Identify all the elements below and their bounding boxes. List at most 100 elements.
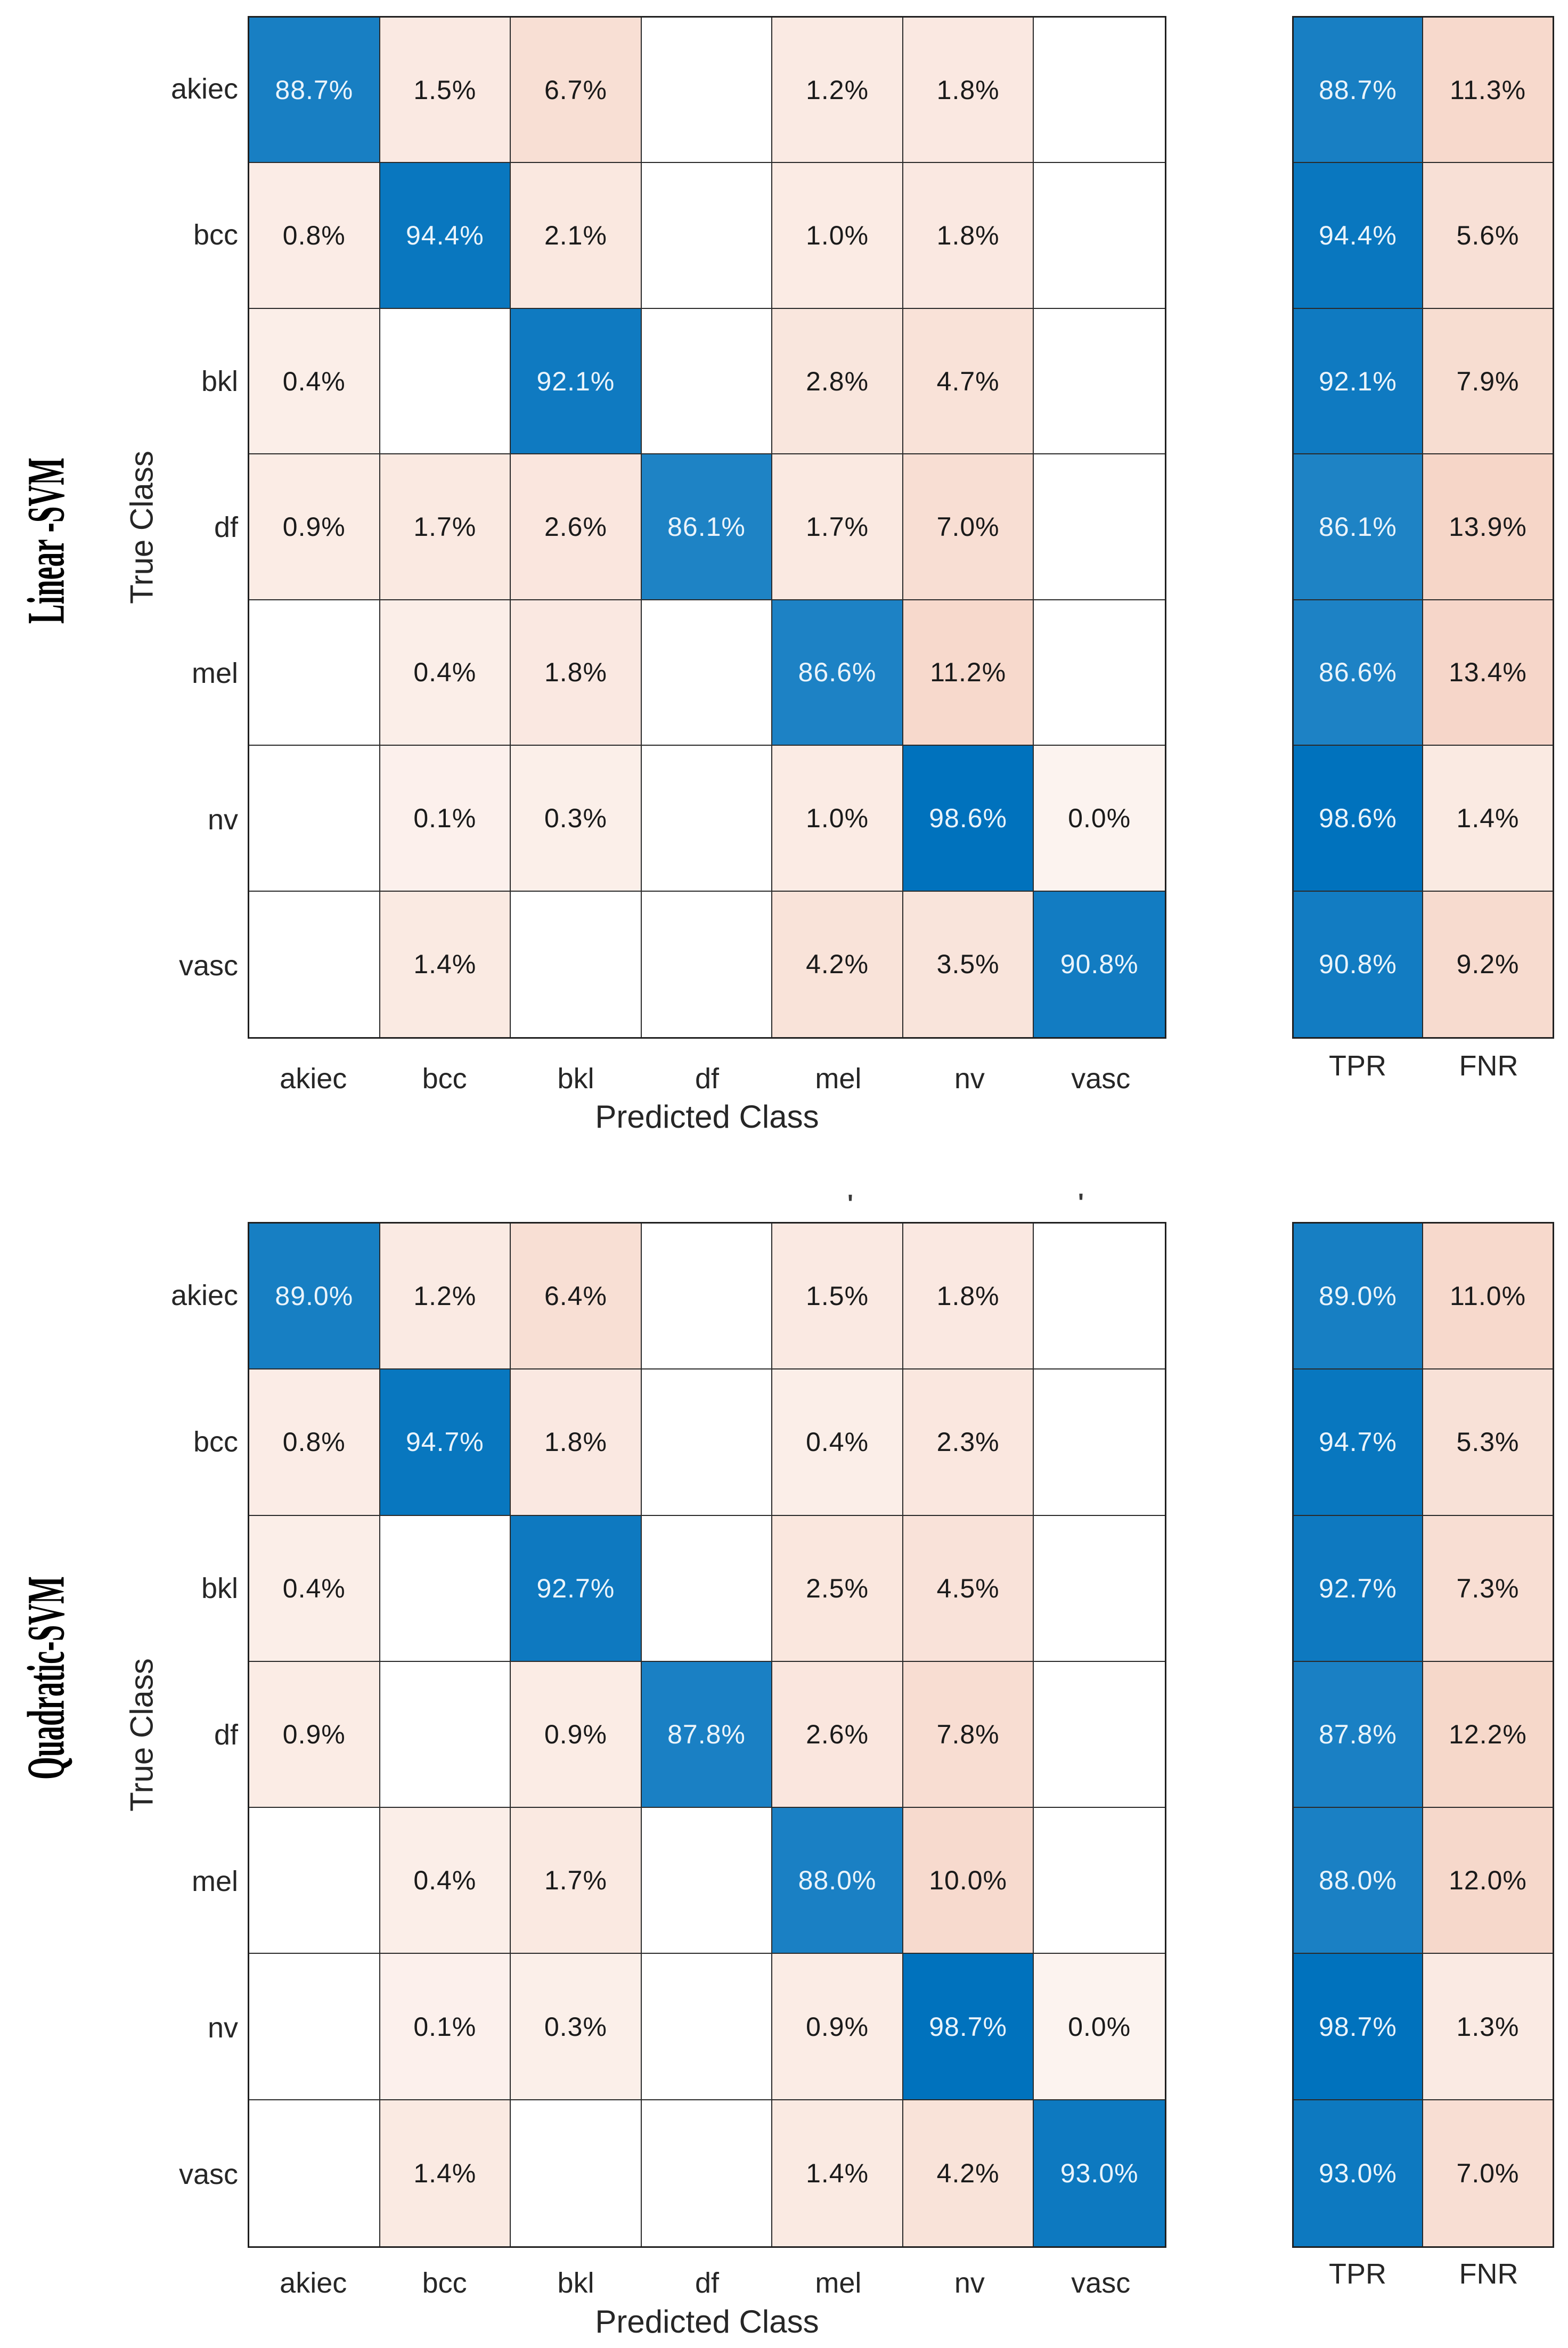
column-tick-label: akiec: [280, 1063, 347, 1095]
matrix-cell: 1.8%: [903, 18, 1034, 164]
matrix-cell: [1034, 1661, 1165, 1808]
matrix-cell: 7.8%: [903, 1661, 1034, 1808]
column-tick-label: bcc: [422, 2267, 467, 2299]
column-tick-label: nv: [954, 2267, 985, 2299]
matrix-cell: 98.7%: [903, 1954, 1034, 2100]
tpr-cell: 88.7%: [1294, 18, 1423, 164]
matrix-cell: 6.7%: [511, 18, 642, 164]
column-tick-label: vasc: [1071, 1063, 1131, 1095]
matrix-cell: 0.9%: [772, 1954, 903, 2100]
row-tick-label: vasc: [178, 2158, 238, 2191]
matrix-cell: 94.4%: [380, 163, 511, 309]
matrix-cell: 0.4%: [772, 1369, 903, 1516]
tpr-cell: 92.1%: [1294, 308, 1423, 455]
matrix-cell: 1.7%: [772, 454, 903, 600]
fnr-cell: 12.0%: [1423, 1808, 1553, 1954]
matrix-cell: [641, 1515, 773, 1662]
matrix-cell: [1034, 18, 1165, 164]
matrix-cell: 87.8%: [641, 1661, 773, 1808]
matrix-cell: 2.3%: [903, 1369, 1034, 1516]
matrix-cell: 1.8%: [903, 163, 1034, 309]
matrix-cell: [249, 600, 380, 746]
row-tick-label: mel: [191, 1865, 238, 1898]
matrix-cell: 1.7%: [380, 454, 511, 600]
matrix-cell: [511, 891, 642, 1037]
matrix-cell: 93.0%: [1034, 2100, 1165, 2246]
stray-mark-artifact: ': [1078, 1188, 1084, 1216]
matrix-cell: [641, 1224, 773, 1370]
x-axis-label: Predicted Class: [595, 2304, 819, 2339]
fnr-cell: 5.3%: [1423, 1369, 1553, 1516]
summary-grid-quadratic-svm: 89.0% 11.0% 94.7% 5.3% 92.7% 7.3% 87.8% 12.2% 88…: [1292, 1222, 1554, 2248]
matrix-cell: 89.0%: [249, 1224, 380, 1370]
matrix-cell: 92.7%: [511, 1515, 642, 1662]
matrix-cell: 0.1%: [380, 746, 511, 892]
tpr-cell: 94.7%: [1294, 1369, 1423, 1516]
matrix-cell: 1.2%: [772, 18, 903, 164]
row-tick-label: bkl: [201, 365, 238, 397]
fnr-column-label: FNR: [1459, 2258, 1518, 2290]
row-tick-label: bkl: [201, 1572, 238, 1604]
matrix-cell: [1034, 1808, 1165, 1954]
matrix-cell: [249, 2100, 380, 2246]
column-tick-label: df: [695, 2267, 720, 2299]
matrix-cell: 11.2%: [903, 600, 1034, 746]
tpr-cell: 90.8%: [1294, 891, 1423, 1037]
matrix-cell: 88.0%: [772, 1808, 903, 1954]
matrix-cell: 4.2%: [903, 2100, 1034, 2246]
matrix-cell: [641, 600, 773, 746]
matrix-cell: 1.0%: [772, 746, 903, 892]
matrix-cell: 0.4%: [380, 600, 511, 746]
row-tick-label: bcc: [193, 1425, 238, 1458]
tpr-cell: 98.7%: [1294, 1954, 1423, 2100]
matrix-cell: [249, 1808, 380, 1954]
fnr-cell: 5.6%: [1423, 163, 1553, 309]
matrix-cell: [511, 2100, 642, 2246]
matrix-cell: [641, 1808, 773, 1954]
x-axis-label: Predicted Class: [595, 1099, 819, 1135]
fnr-cell: 7.0%: [1423, 2100, 1553, 2246]
column-tick-label: nv: [954, 1063, 985, 1095]
fnr-cell: 9.2%: [1423, 891, 1553, 1037]
matrix-cell: 1.8%: [511, 600, 642, 746]
matrix-cell: 1.8%: [511, 1369, 642, 1516]
matrix-cell: [1034, 163, 1165, 309]
matrix-cell: 0.0%: [1034, 1954, 1165, 2100]
fnr-cell: 12.2%: [1423, 1661, 1553, 1808]
matrix-cell: 1.4%: [380, 891, 511, 1037]
matrix-cell: [380, 1661, 511, 1808]
tpr-cell: 86.6%: [1294, 600, 1423, 746]
matrix-cell: [641, 1954, 773, 2100]
tpr-column-label: TPR: [1329, 2258, 1386, 2290]
matrix-cell: [249, 1954, 380, 2100]
row-tick-label: nv: [207, 803, 238, 836]
row-tick-label: df: [214, 1718, 238, 1751]
matrix-cell: 10.0%: [903, 1808, 1034, 1954]
fnr-cell: 1.4%: [1423, 746, 1553, 892]
matrix-cell: 2.6%: [511, 454, 642, 600]
matrix-cell: [1034, 1515, 1165, 1662]
matrix-cell: 3.5%: [903, 891, 1034, 1037]
matrix-cell: [641, 308, 773, 455]
matrix-cell: 6.4%: [511, 1224, 642, 1370]
fnr-cell: 7.9%: [1423, 308, 1553, 455]
column-tick-label: bkl: [557, 1063, 594, 1095]
tpr-cell: 94.4%: [1294, 163, 1423, 309]
matrix-cell: 4.5%: [903, 1515, 1034, 1662]
fnr-cell: 7.3%: [1423, 1515, 1553, 1662]
matrix-cell: 0.0%: [1034, 746, 1165, 892]
matrix-cell: 92.1%: [511, 308, 642, 455]
matrix-cell: 1.5%: [380, 18, 511, 164]
matrix-cell: 0.3%: [511, 746, 642, 892]
matrix-cell: 0.8%: [249, 1369, 380, 1516]
fnr-cell: 11.0%: [1423, 1224, 1553, 1370]
matrix-cell: [641, 2100, 773, 2246]
column-tick-label: bkl: [557, 2267, 594, 2299]
matrix-cell: 0.9%: [511, 1661, 642, 1808]
row-tick-label: akiec: [170, 1279, 238, 1311]
column-tick-label: df: [695, 1063, 720, 1095]
row-tick-label: akiec: [170, 73, 238, 105]
confusion-matrix-quadratic-svm: 89.0% 1.2% 6.4% 1.5% 1.8% 0.8% 94.7% 1.8% 0.4% 2.…: [248, 1222, 1166, 2248]
matrix-cell: [1034, 1224, 1165, 1370]
matrix-cell: 1.4%: [772, 2100, 903, 2246]
